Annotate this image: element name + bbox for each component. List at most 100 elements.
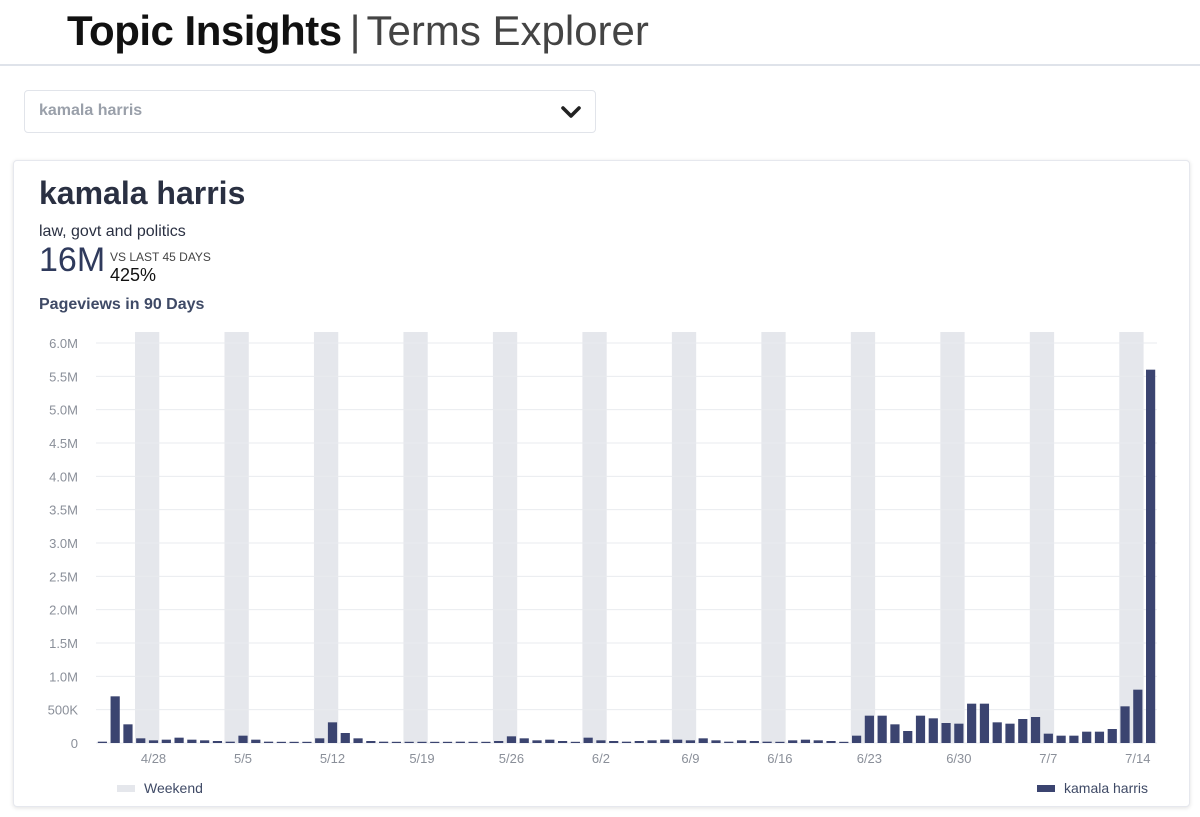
pageviews-bar-chart: 0 500K 1.0M 1.5M 2.0M 2.5M 3.0M 3.5M 4.0M 4.5M 5.0… [48,332,1157,796]
x-tick-label: 6/23 [857,751,882,766]
bar [455,741,465,743]
bar [97,741,107,743]
x-axis-ticks: 4/28 5/5 5/12 5/19 5/26 6/2 6/9 6/16 6/23 6/30 7/7… [141,751,1151,766]
bar [711,740,721,743]
bar [1082,731,1092,743]
term-title: kamala harris [39,175,246,211]
bar [762,741,772,743]
bar [928,718,938,743]
compare-value: 425% [110,265,157,285]
bar [468,741,478,743]
term-category: law, govt and politics [39,223,186,240]
bar [545,739,555,743]
bar [979,703,990,743]
page-header: Topic Insights | Terms Explorer [0,0,1200,66]
bar [327,722,338,743]
bar [391,741,401,743]
bar [634,741,644,743]
y-tick-label: 500K [48,703,79,718]
bar [212,741,223,743]
y-tick-label: 4.0M [49,469,78,484]
weekend-band [850,332,876,743]
weekend-band [403,332,428,743]
bar [417,741,427,743]
bar [1107,729,1117,743]
x-tick-label: 6/9 [681,751,699,766]
bar [775,741,785,743]
term-card: kamala harris law, govt and politics 16M… [13,160,1190,807]
y-tick-label: 3.5M [49,503,78,518]
y-tick-label: 2.0M [49,603,78,618]
weekend-band [134,332,160,743]
bar [890,724,900,743]
bar [404,741,414,743]
x-tick-label: 4/28 [141,751,166,766]
weekend-band [224,332,249,743]
bar [366,741,376,743]
legend-weekend-label[interactable]: Weekend [144,780,203,796]
x-tick-label: 5/19 [409,751,434,766]
bar [123,724,133,743]
y-tick-label: 6.0M [49,336,78,351]
legend-series-swatch [1037,785,1055,792]
x-tick-label: 7/7 [1039,751,1057,766]
bar [903,731,913,743]
bar [353,738,363,743]
weekend-band [940,332,965,743]
bar [251,739,261,743]
weekend-band [1119,332,1144,743]
bar [596,740,606,743]
bar [647,740,657,743]
y-tick-label: 2.5M [49,569,78,584]
y-tick-label: 1.5M [49,636,78,651]
bar [494,741,504,743]
compare-label: VS LAST 45 DAYS [110,250,211,264]
bar [302,741,312,743]
bar [238,735,248,743]
bar [660,739,670,743]
bar [813,740,823,743]
legend-series-label[interactable]: kamala harris [1064,780,1148,796]
x-tick-label: 5/26 [499,751,524,766]
y-axis-ticks: 0 500K 1.0M 1.5M 2.0M 2.5M 3.0M 3.5M 4.0M 4.5M 5.0… [48,336,79,751]
y-tick-label: 5.5M [49,369,78,384]
term-select-value: kamala harris [39,102,143,119]
chevron-down-icon[interactable] [559,100,583,124]
bar [967,703,977,743]
x-tick-label: 5/12 [320,751,345,766]
bar [1069,735,1079,743]
bar [749,741,759,743]
bar [826,741,836,743]
y-tick-label: 3.0M [49,536,78,551]
weekend-band [313,332,339,743]
x-tick-label: 5/5 [234,751,252,766]
weekend-band [582,332,607,743]
bar [379,741,389,743]
bar [161,739,171,743]
bar [583,737,593,743]
bar [1094,731,1105,743]
weekend-bands [134,332,1144,743]
y-tick-label: 0 [71,736,78,751]
pageviews-total: 16M [39,241,106,279]
x-tick-label: 6/30 [946,751,971,766]
bar [532,740,542,743]
bar [800,739,811,743]
bar [289,741,299,743]
legend-weekend-swatch [117,785,135,792]
term-select-dropdown[interactable]: kamala harris [24,90,596,133]
chart-legend: Weekend kamala harris [117,780,1148,796]
bar [340,733,350,743]
section-title[interactable]: Terms Explorer [366,7,649,54]
bar [1018,719,1028,743]
bar [1030,717,1041,743]
bar [1146,369,1156,743]
y-tick-label: 1.0M [49,669,78,684]
weekend-band [492,332,518,743]
bar [315,738,325,743]
bar [698,738,708,743]
weekend-band [761,332,786,743]
bar [187,739,197,743]
bar [263,741,274,743]
bar [915,715,926,743]
